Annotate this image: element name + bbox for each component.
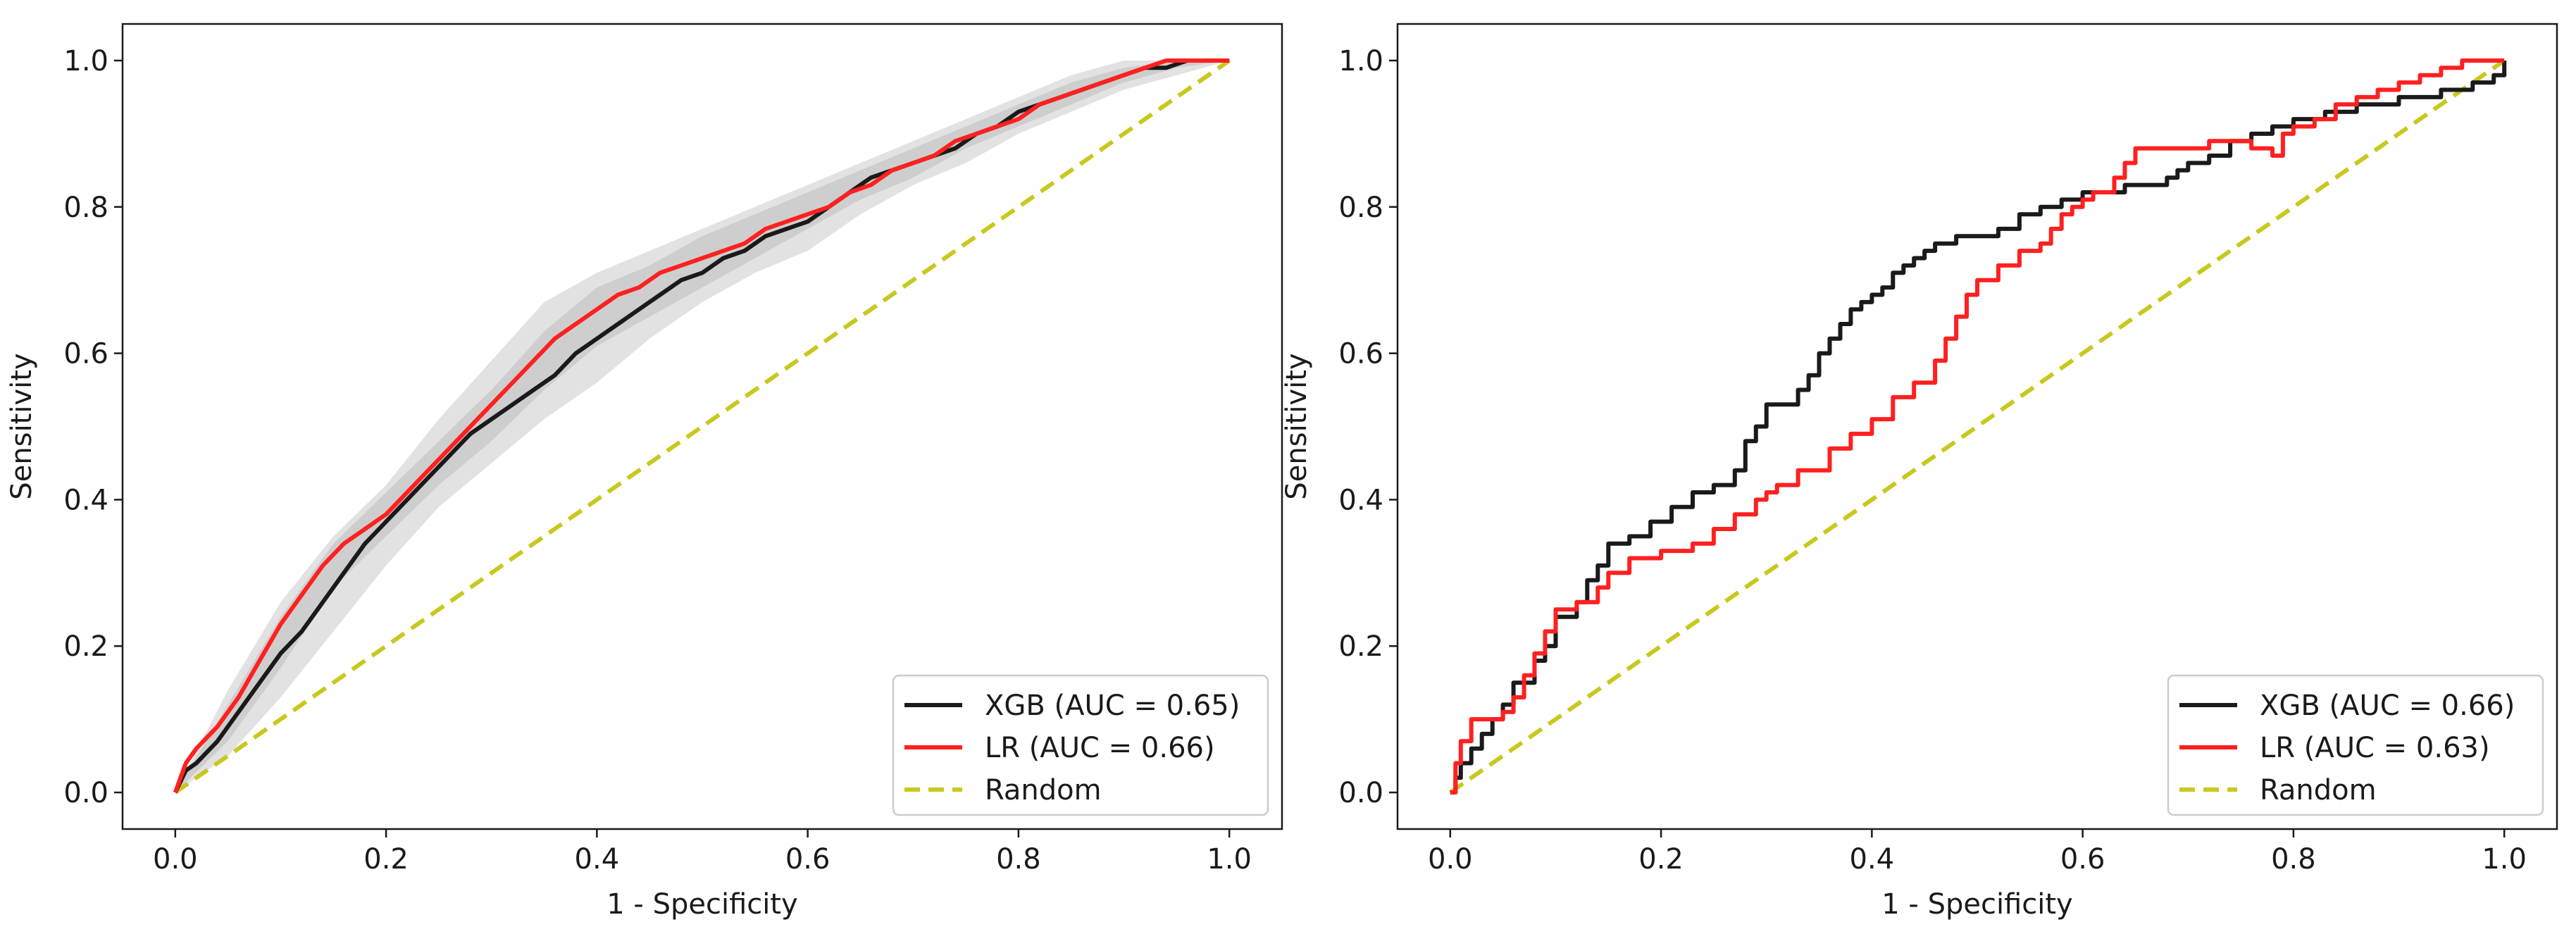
legend-label-xgb: XGB (AUC = 0.66): [2260, 690, 2515, 722]
legend-box: [2167, 674, 2544, 816]
y-tick-label: 1.0: [63, 45, 108, 77]
xgb-curve: [1450, 61, 2507, 795]
x-tick-label: 0.6: [2060, 843, 2105, 876]
x-tick-label: 1.0: [2482, 843, 2527, 876]
y-tick-label: 0.4: [1338, 484, 1383, 516]
x-tick-label: 0.2: [1638, 843, 1684, 876]
x-axis-label: 1 - Specificity: [606, 888, 797, 921]
y-axis-label: Sensitivity: [1281, 353, 1313, 499]
x-axis-label: 1 - Specificity: [1881, 888, 2072, 921]
y-tick-label: 0.6: [63, 338, 108, 371]
x-tick-label: 0.8: [2271, 843, 2316, 876]
x-tick-label: 0.6: [785, 843, 830, 876]
y-tick-label: 0.4: [63, 484, 108, 516]
x-tick-label: 0.0: [1428, 843, 1473, 876]
plot-area: [173, 58, 1231, 795]
chart-panel-2: 0.0 0.2 0.4 0.6 0.8 1.0 0.0 0.2 0.4 0.6 0.8 1.0 1 - …: [1281, 23, 2558, 921]
y-tick-label: 0.0: [63, 777, 108, 809]
legend-box: [892, 674, 1269, 816]
legend-label-random: Random: [2260, 774, 2377, 807]
legend-label-lr: LR (AUC = 0.63): [2260, 732, 2490, 764]
x-tick-label: 0.4: [575, 843, 620, 876]
y-axis-label: Sensitivity: [6, 353, 38, 499]
legend: XGB (AUC = 0.66) LR (AUC = 0.63) Random: [2167, 674, 2544, 816]
legend-label-lr: LR (AUC = 0.66): [985, 732, 1215, 764]
chart-panel-1: 0.0 0.2 0.4 0.6 0.8 1.0 0.0 0.2 0.4 0.6 0.8 1.0 1 - …: [6, 23, 1283, 921]
plot-frame: [1396, 23, 2558, 830]
plot-frame: [121, 23, 1283, 830]
y-tick-label: 0.6: [1338, 338, 1383, 371]
y-tick-label: 0.2: [1338, 630, 1383, 663]
legend: XGB (AUC = 0.65) LR (AUC = 0.66) Random: [892, 674, 1269, 816]
y-tick-label: 0.8: [1338, 192, 1383, 224]
plot-area: [1449, 58, 2507, 795]
legend-label-random: Random: [985, 774, 1102, 807]
legend-label-xgb: XGB (AUC = 0.65): [985, 690, 1240, 722]
y-tick-label: 1.0: [1338, 45, 1383, 77]
x-tick-label: 0.0: [153, 843, 198, 876]
x-tick-label: 0.4: [1850, 843, 1895, 876]
lr-curve: [173, 58, 1230, 794]
y-tick-label: 0.8: [63, 192, 108, 224]
y-tick-label: 0.0: [1338, 777, 1383, 809]
x-tick-label: 1.0: [1207, 843, 1252, 876]
y-tick-label: 0.2: [63, 630, 108, 663]
lr-curve: [1450, 58, 2505, 795]
x-tick-label: 0.8: [996, 843, 1041, 876]
x-tick-label: 0.2: [363, 843, 409, 876]
